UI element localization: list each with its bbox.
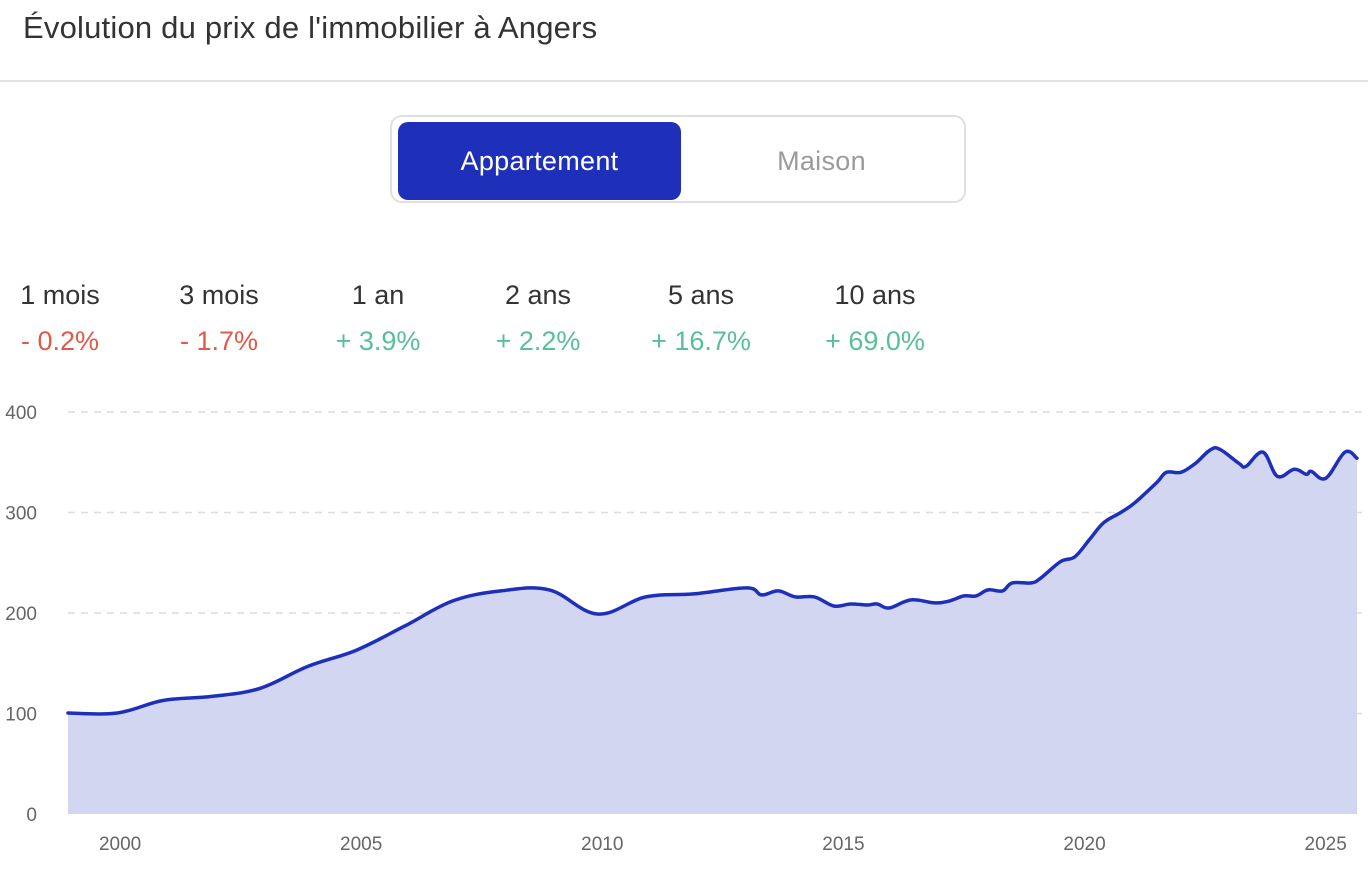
y-tick-label: 0 (26, 805, 37, 826)
stat-10-ans: 10 ans + 69.0% (805, 278, 945, 358)
x-tick-label: 2015 (822, 834, 864, 855)
stat-label: 1 mois (20, 280, 100, 310)
stat-label: 1 an (351, 280, 405, 310)
x-tick-label: 2010 (581, 834, 623, 855)
stat-label: 2 ans (504, 280, 572, 310)
stat-label: 3 mois (179, 280, 259, 310)
page-title: Évolution du prix de l'immobilier à Ange… (23, 10, 598, 45)
toggle-maison-button[interactable]: Maison (777, 145, 866, 176)
price-chart[interactable]: 0 100 200 300 400 2000 2005 2010 2015 2020 2025 (0, 380, 1368, 874)
y-tick-label: 200 (5, 604, 37, 625)
x-tick-label: 2005 (340, 834, 382, 855)
series-line-appartement[interactable] (66, 446, 1359, 716)
area-fill (68, 447, 1357, 814)
y-axis: 0 100 200 300 400 (5, 403, 37, 826)
x-axis: 2000 2005 2010 2015 2020 2025 (99, 834, 1347, 855)
stat-value: + 69.0% (825, 326, 925, 356)
stat-label: 5 ans (667, 280, 735, 310)
stat-value: - 1.7% (179, 326, 259, 356)
stat-1-an: 1 an + 3.9% (308, 278, 448, 358)
toggle-appartement-button[interactable]: Appartement (398, 122, 681, 200)
y-tick-label: 100 (5, 705, 37, 726)
y-tick-label: 400 (5, 403, 37, 424)
stat-value: + 16.7% (651, 326, 751, 356)
stat-value: - 0.2% (20, 326, 100, 356)
x-tick-label: 2000 (99, 834, 141, 855)
stat-label: 10 ans (834, 280, 916, 310)
stat-value: + 3.9% (335, 326, 421, 356)
stat-5-ans: 5 ans + 16.7% (631, 278, 771, 358)
y-tick-label: 300 (5, 504, 37, 525)
stat-value: + 2.2% (495, 326, 581, 356)
stat-1-mois: 1 mois - 0.2% (0, 278, 130, 358)
header: Évolution du prix de l'immobilier à Ange… (0, 0, 1368, 82)
stat-3-mois: 3 mois - 1.7% (149, 278, 289, 358)
x-tick-label: 2025 (1305, 834, 1347, 855)
x-tick-label: 2020 (1063, 834, 1105, 855)
stat-2-ans: 2 ans + 2.2% (468, 278, 608, 358)
property-type-toggle: Appartement Maison (390, 115, 966, 203)
